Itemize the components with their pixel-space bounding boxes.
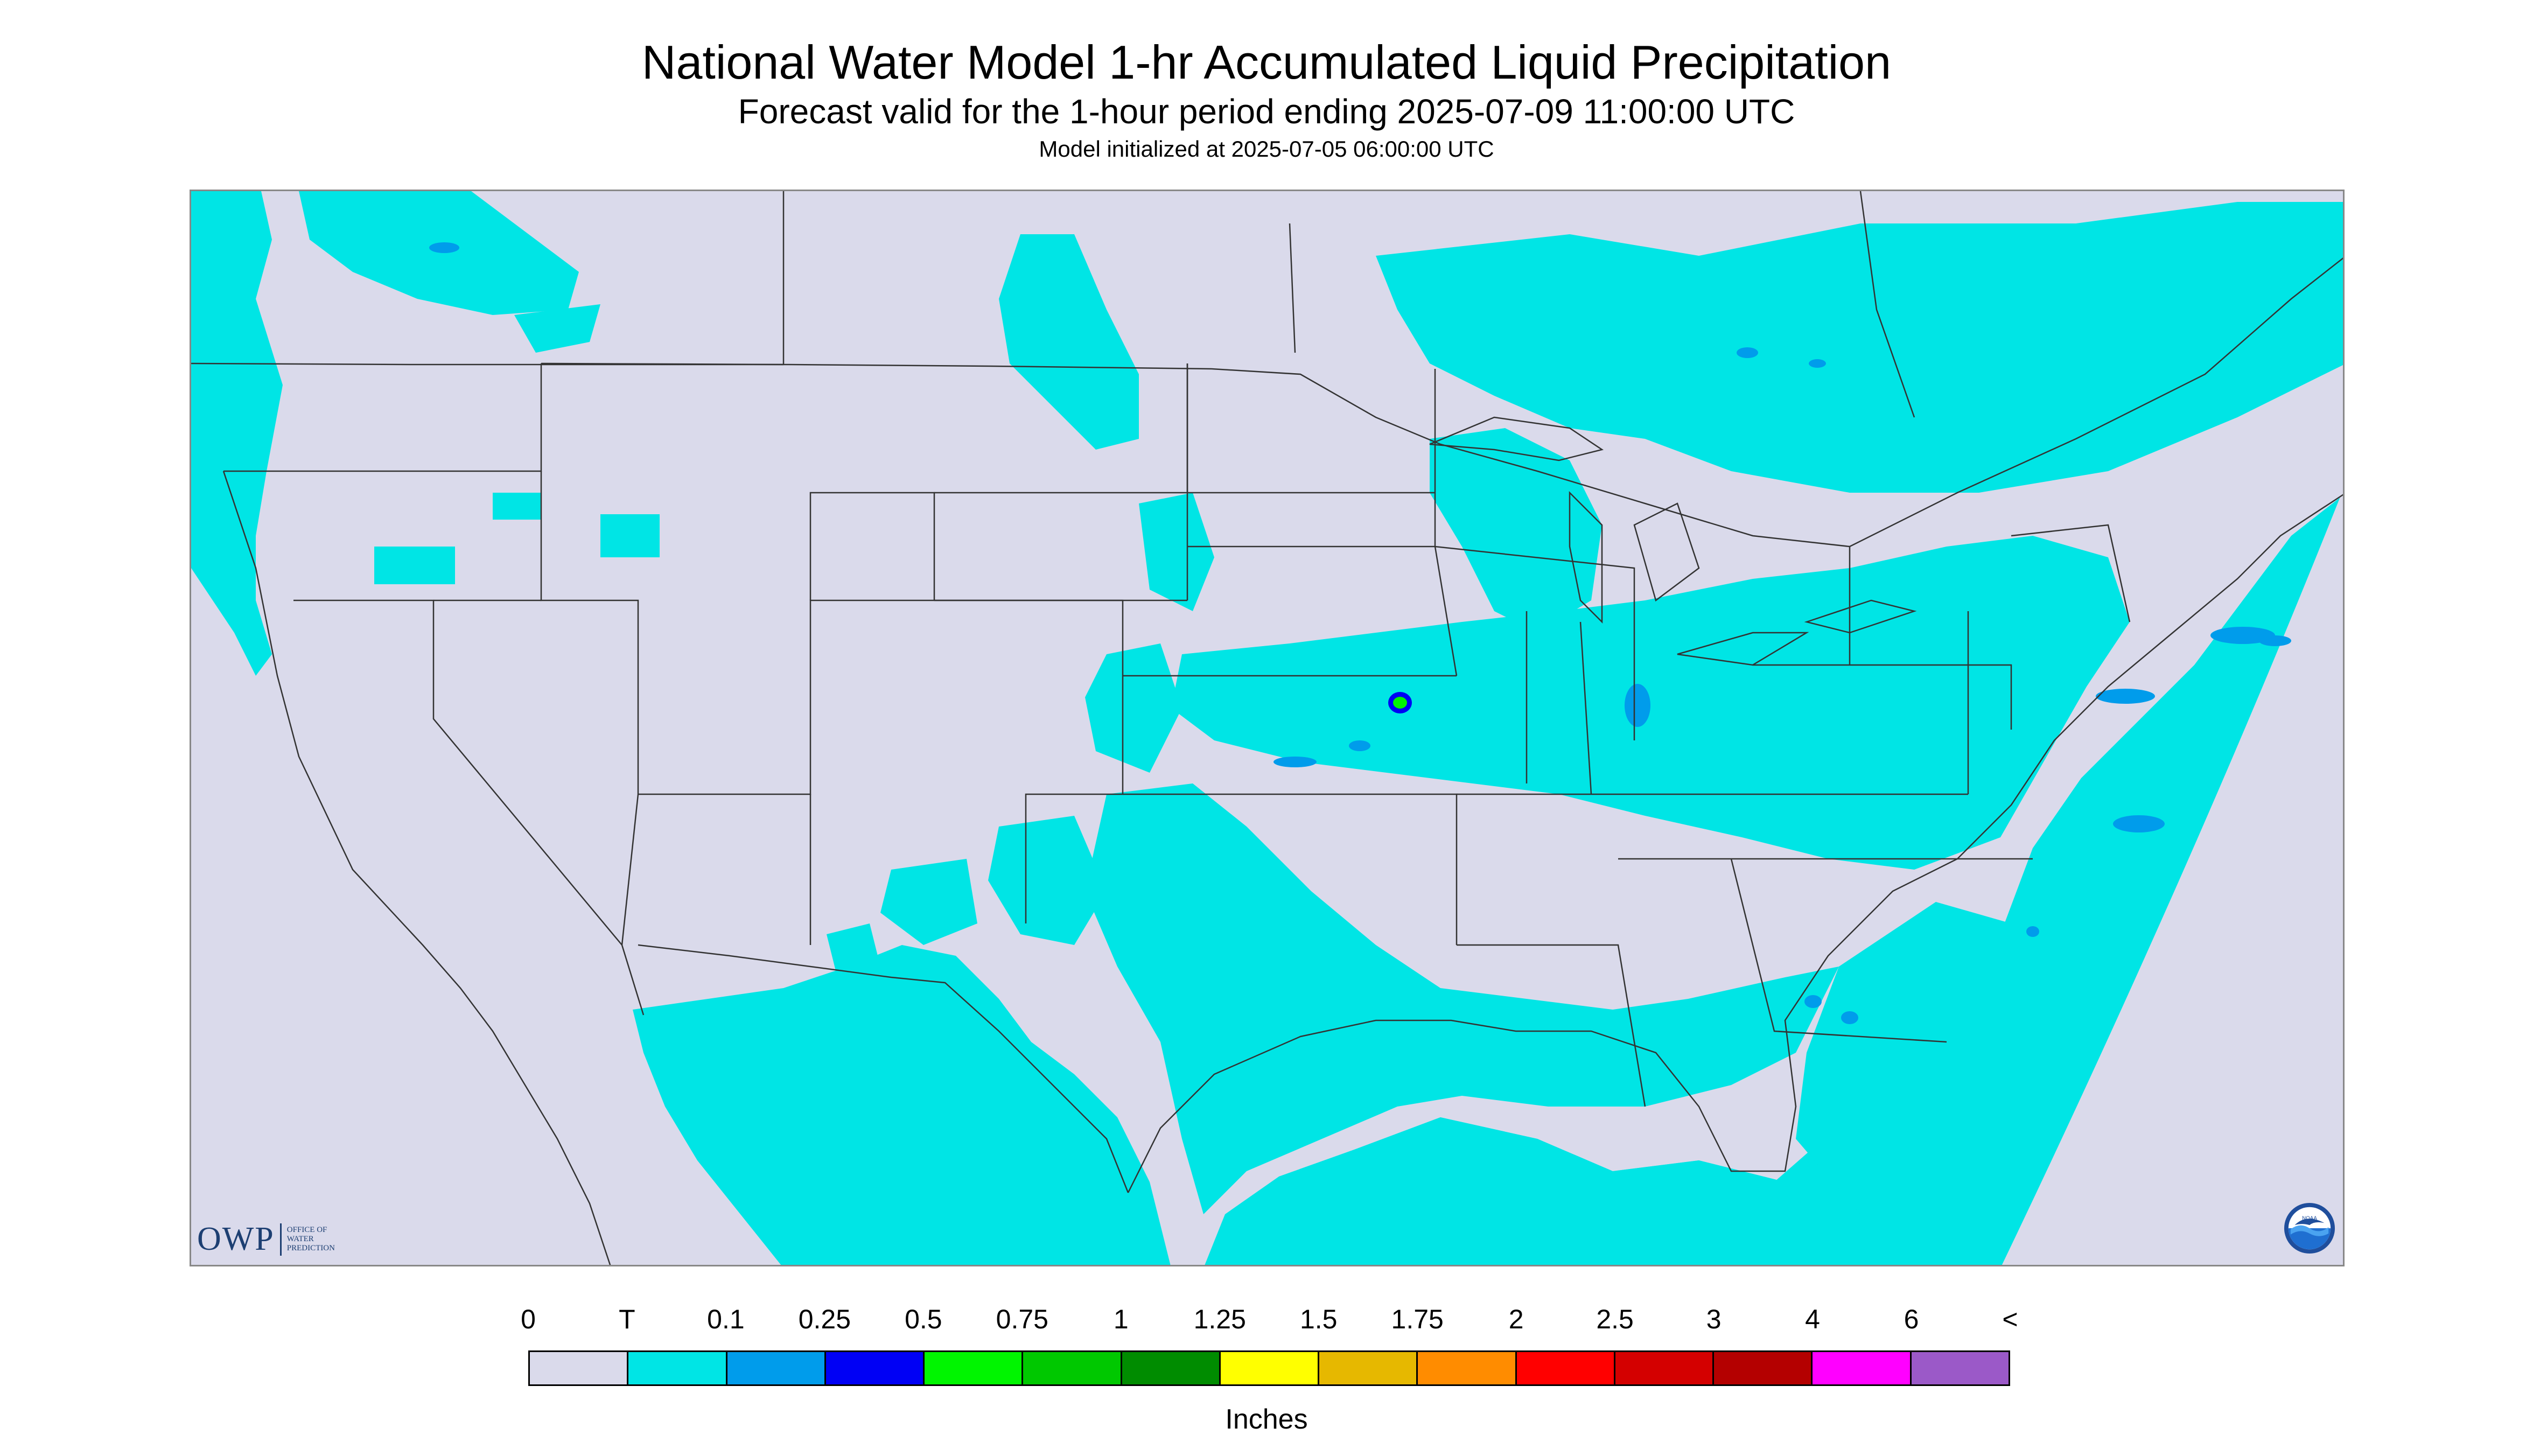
precip-01-areas	[429, 242, 2291, 1024]
model-init-line: Model initialized at 2025-07-05 06:00:00…	[1039, 136, 1494, 162]
legend-tick-label: 1.25	[1193, 1304, 1246, 1334]
noaa-logo-bird	[2294, 1219, 2325, 1226]
precip-trace-areas	[191, 191, 2343, 1265]
owp-logo-divider	[279, 1223, 282, 1256]
legend-swatch	[530, 1352, 629, 1384]
legend-tick-label: T	[619, 1304, 635, 1334]
legend-tick-label: 6	[1904, 1304, 1919, 1334]
noaa-logo: NOAA	[2284, 1202, 2335, 1254]
noaa-logo-text: NOAA	[2302, 1215, 2317, 1221]
legend-tick-label: 0.25	[798, 1304, 851, 1334]
legend-swatch	[727, 1352, 826, 1384]
legend-swatch	[1813, 1352, 1912, 1384]
legend-tick-labels: 0 T 0.1 0.25 0.5 0.75 1 1.25 1.5 1.75 2 2.5 3 4 6 <	[0, 1303, 2533, 1341]
legend-swatch	[825, 1352, 925, 1384]
precip-05-area	[1393, 697, 1407, 709]
map-canvas	[191, 191, 2343, 1265]
political-boundaries	[191, 191, 2343, 1265]
legend-tick-label: 0.75	[996, 1304, 1048, 1334]
legend-swatch	[1220, 1352, 1320, 1384]
precip-hotspot	[1388, 692, 1412, 713]
owp-logo-mark: OWP	[197, 1221, 275, 1257]
owp-logo-text: OFFICE OF WATER PREDICTION	[286, 1226, 335, 1252]
legend-color-bar	[528, 1350, 2010, 1386]
legend-swatch	[1418, 1352, 1517, 1384]
precipitation-map	[190, 190, 2345, 1266]
legend-tick-label: 0	[521, 1304, 536, 1334]
legend-tick-label: 2.5	[1596, 1304, 1634, 1334]
legend-swatch	[1615, 1352, 1715, 1384]
legend-swatch	[1122, 1352, 1221, 1384]
legend-tick-label: <	[2002, 1304, 2018, 1334]
noaa-logo-wave	[2290, 1225, 2329, 1236]
legend-tick-label: 1.75	[1391, 1304, 1444, 1334]
legend-swatch	[1516, 1352, 1615, 1384]
legend-swatch	[925, 1352, 1024, 1384]
out-of-domain-areas	[191, 490, 2343, 1265]
legend-tick-label: 4	[1805, 1304, 1820, 1334]
legend-tick-label: 1.5	[1299, 1304, 1338, 1334]
legend-tick-label: 2	[1508, 1304, 1524, 1334]
legend-swatch	[1319, 1352, 1418, 1384]
legend-tick-label: 1	[1113, 1304, 1129, 1334]
owp-logo: OWP OFFICE OF WATER PREDICTION	[197, 1220, 352, 1258]
map-subtitle: Forecast valid for the 1-hour period end…	[738, 92, 1795, 131]
legend-swatch	[1714, 1352, 1813, 1384]
legend-tick-label: 0.5	[905, 1304, 942, 1334]
legend-swatch	[1911, 1352, 2009, 1384]
legend-tick-label: 0.1	[707, 1304, 745, 1334]
legend-swatch	[628, 1352, 727, 1384]
legend-tick-label: 3	[1706, 1304, 1722, 1334]
legend-units: Inches	[1225, 1404, 1308, 1435]
map-title: National Water Model 1-hr Accumulated Li…	[641, 36, 1892, 89]
legend-swatch	[1023, 1352, 1122, 1384]
